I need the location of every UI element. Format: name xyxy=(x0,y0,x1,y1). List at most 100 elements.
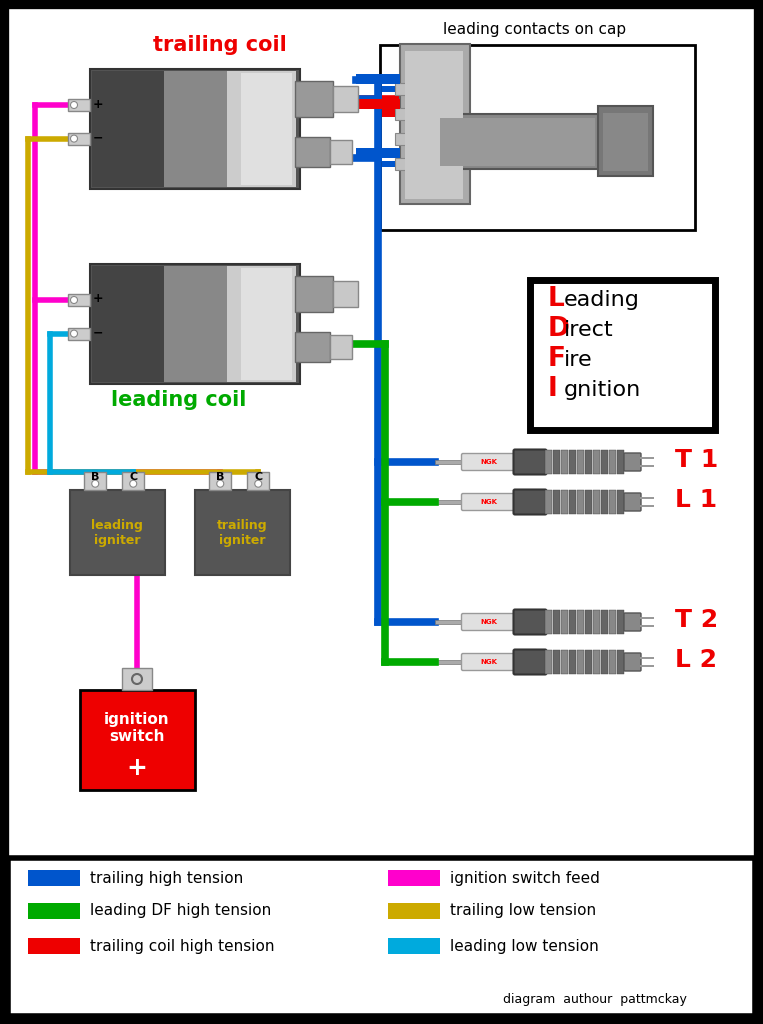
Bar xyxy=(247,472,269,490)
Text: trailing coil high tension: trailing coil high tension xyxy=(90,939,275,953)
Bar xyxy=(601,610,608,634)
Bar xyxy=(640,497,654,499)
Text: trailing high tension: trailing high tension xyxy=(90,870,243,886)
FancyBboxPatch shape xyxy=(513,649,546,675)
Bar xyxy=(330,140,352,164)
Bar xyxy=(577,490,584,514)
Bar xyxy=(90,264,300,384)
Bar xyxy=(545,450,552,474)
Bar xyxy=(380,45,695,230)
Bar xyxy=(593,490,600,514)
Text: trailing coil: trailing coil xyxy=(153,35,287,55)
FancyBboxPatch shape xyxy=(624,613,641,631)
Bar xyxy=(593,610,600,634)
Bar xyxy=(598,106,653,176)
Text: +: + xyxy=(92,97,103,111)
Bar xyxy=(330,336,352,358)
Text: B: B xyxy=(216,471,224,481)
Bar xyxy=(435,460,463,464)
Bar xyxy=(388,903,440,919)
Bar xyxy=(122,472,144,490)
Bar xyxy=(640,625,654,627)
Text: ire: ire xyxy=(564,350,593,370)
Bar xyxy=(640,656,654,659)
Text: T 1: T 1 xyxy=(675,449,718,472)
Circle shape xyxy=(92,480,98,487)
Bar xyxy=(593,450,600,474)
Bar xyxy=(28,938,80,954)
Bar xyxy=(68,328,90,340)
Bar xyxy=(395,133,440,145)
Bar xyxy=(601,490,608,514)
Circle shape xyxy=(255,480,262,487)
Bar xyxy=(356,99,400,109)
Text: eading: eading xyxy=(564,290,640,310)
Text: ignition switch feed: ignition switch feed xyxy=(450,870,600,886)
Text: −: − xyxy=(93,131,103,144)
Bar xyxy=(295,276,333,312)
FancyBboxPatch shape xyxy=(462,613,517,631)
Text: I: I xyxy=(548,376,558,402)
Bar xyxy=(395,108,440,120)
FancyBboxPatch shape xyxy=(513,450,546,474)
Bar xyxy=(295,81,333,117)
Circle shape xyxy=(70,135,78,142)
Bar xyxy=(400,44,470,204)
Bar xyxy=(561,610,568,634)
Text: +: + xyxy=(92,293,103,305)
Bar xyxy=(163,266,227,382)
Bar xyxy=(356,74,400,84)
Bar xyxy=(163,71,227,187)
Bar xyxy=(28,870,80,886)
FancyBboxPatch shape xyxy=(462,454,517,470)
Text: +: + xyxy=(127,756,147,780)
Circle shape xyxy=(70,101,78,109)
FancyBboxPatch shape xyxy=(513,489,546,514)
Text: D: D xyxy=(548,316,570,342)
Bar xyxy=(440,118,595,166)
Text: T 2: T 2 xyxy=(675,608,718,632)
Bar xyxy=(617,450,624,474)
Text: leading coil: leading coil xyxy=(111,390,246,410)
Bar xyxy=(405,51,463,199)
Text: NGK: NGK xyxy=(481,459,497,465)
Bar xyxy=(68,294,90,306)
Bar xyxy=(569,490,576,514)
Text: leading contacts on cap: leading contacts on cap xyxy=(443,22,626,37)
Bar xyxy=(577,450,584,474)
Bar xyxy=(617,650,624,674)
Bar xyxy=(640,505,654,507)
Bar xyxy=(28,903,80,919)
Bar xyxy=(395,83,440,95)
Bar xyxy=(585,610,592,634)
Bar xyxy=(90,69,300,189)
Bar xyxy=(569,610,576,634)
Bar xyxy=(585,450,592,474)
Bar xyxy=(640,665,654,667)
Text: trailing low tension: trailing low tension xyxy=(450,903,596,919)
Bar xyxy=(195,490,290,575)
Bar xyxy=(92,71,166,187)
FancyBboxPatch shape xyxy=(624,653,641,671)
Text: NGK: NGK xyxy=(481,499,497,505)
Bar xyxy=(68,99,90,111)
Bar xyxy=(382,111,395,117)
Text: B: B xyxy=(91,471,99,481)
Bar xyxy=(609,610,616,634)
Bar xyxy=(577,610,584,634)
Bar xyxy=(569,650,576,674)
Text: trailing
igniter: trailing igniter xyxy=(217,519,267,547)
Bar xyxy=(553,450,560,474)
Circle shape xyxy=(70,330,78,337)
Bar xyxy=(333,86,358,112)
Text: C: C xyxy=(254,471,262,481)
Bar xyxy=(333,282,358,306)
Bar xyxy=(241,73,291,185)
FancyBboxPatch shape xyxy=(462,494,517,511)
Text: NGK: NGK xyxy=(481,618,497,625)
Text: L 1: L 1 xyxy=(675,488,717,512)
Bar xyxy=(561,450,568,474)
Bar xyxy=(382,161,395,167)
FancyBboxPatch shape xyxy=(624,493,641,511)
Bar xyxy=(569,450,576,474)
